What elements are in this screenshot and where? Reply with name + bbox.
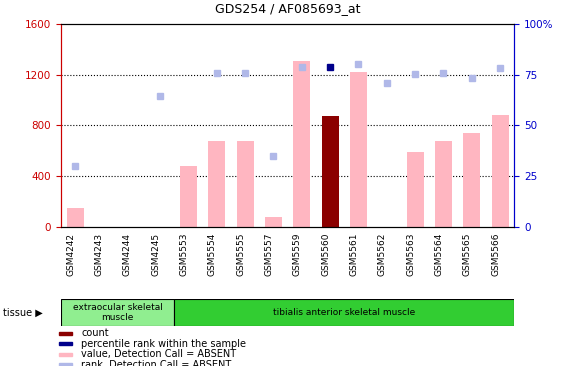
Text: tibialis anterior skeletal muscle: tibialis anterior skeletal muscle (273, 308, 415, 317)
Text: tissue ▶: tissue ▶ (3, 307, 42, 318)
Text: GSM5563: GSM5563 (406, 233, 415, 276)
Text: rank, Detection Call = ABSENT: rank, Detection Call = ABSENT (81, 360, 232, 366)
Text: GSM5566: GSM5566 (491, 233, 500, 276)
Text: GSM5561: GSM5561 (349, 233, 358, 276)
Bar (492, 115, 508, 227)
Text: GSM5554: GSM5554 (208, 233, 217, 276)
Text: GSM5564: GSM5564 (435, 233, 443, 276)
Text: value, Detection Call = ABSENT: value, Detection Call = ABSENT (81, 349, 236, 359)
Text: GDS254 / AF085693_at: GDS254 / AF085693_at (215, 1, 360, 15)
Bar (209, 141, 225, 227)
Bar (322, 116, 339, 227)
Text: GSM5557: GSM5557 (264, 233, 274, 276)
Text: GSM5559: GSM5559 (293, 233, 302, 276)
Text: GSM4244: GSM4244 (123, 233, 132, 276)
Bar (59, 342, 71, 345)
Text: GSM4243: GSM4243 (95, 233, 103, 276)
Bar (59, 352, 71, 356)
Bar (174, 299, 514, 326)
Bar (61, 299, 174, 326)
Text: GSM5562: GSM5562 (378, 233, 387, 276)
Text: GSM5560: GSM5560 (321, 233, 330, 276)
Text: GSM5565: GSM5565 (462, 233, 472, 276)
Bar (265, 217, 282, 227)
Bar (59, 332, 71, 335)
Text: count: count (81, 328, 109, 338)
Bar (180, 166, 197, 227)
Text: GSM4242: GSM4242 (66, 233, 75, 276)
Text: GSM5555: GSM5555 (236, 233, 245, 276)
Bar (463, 133, 480, 227)
Bar (236, 141, 254, 227)
Text: GSM4245: GSM4245 (151, 233, 160, 276)
Text: GSM5553: GSM5553 (180, 233, 188, 276)
Bar (435, 141, 452, 227)
Bar (59, 363, 71, 366)
Bar (293, 61, 310, 227)
Bar (67, 208, 84, 227)
Text: percentile rank within the sample: percentile rank within the sample (81, 339, 246, 349)
Text: extraocular skeletal
muscle: extraocular skeletal muscle (73, 303, 163, 322)
Bar (407, 152, 424, 227)
Bar (350, 72, 367, 227)
